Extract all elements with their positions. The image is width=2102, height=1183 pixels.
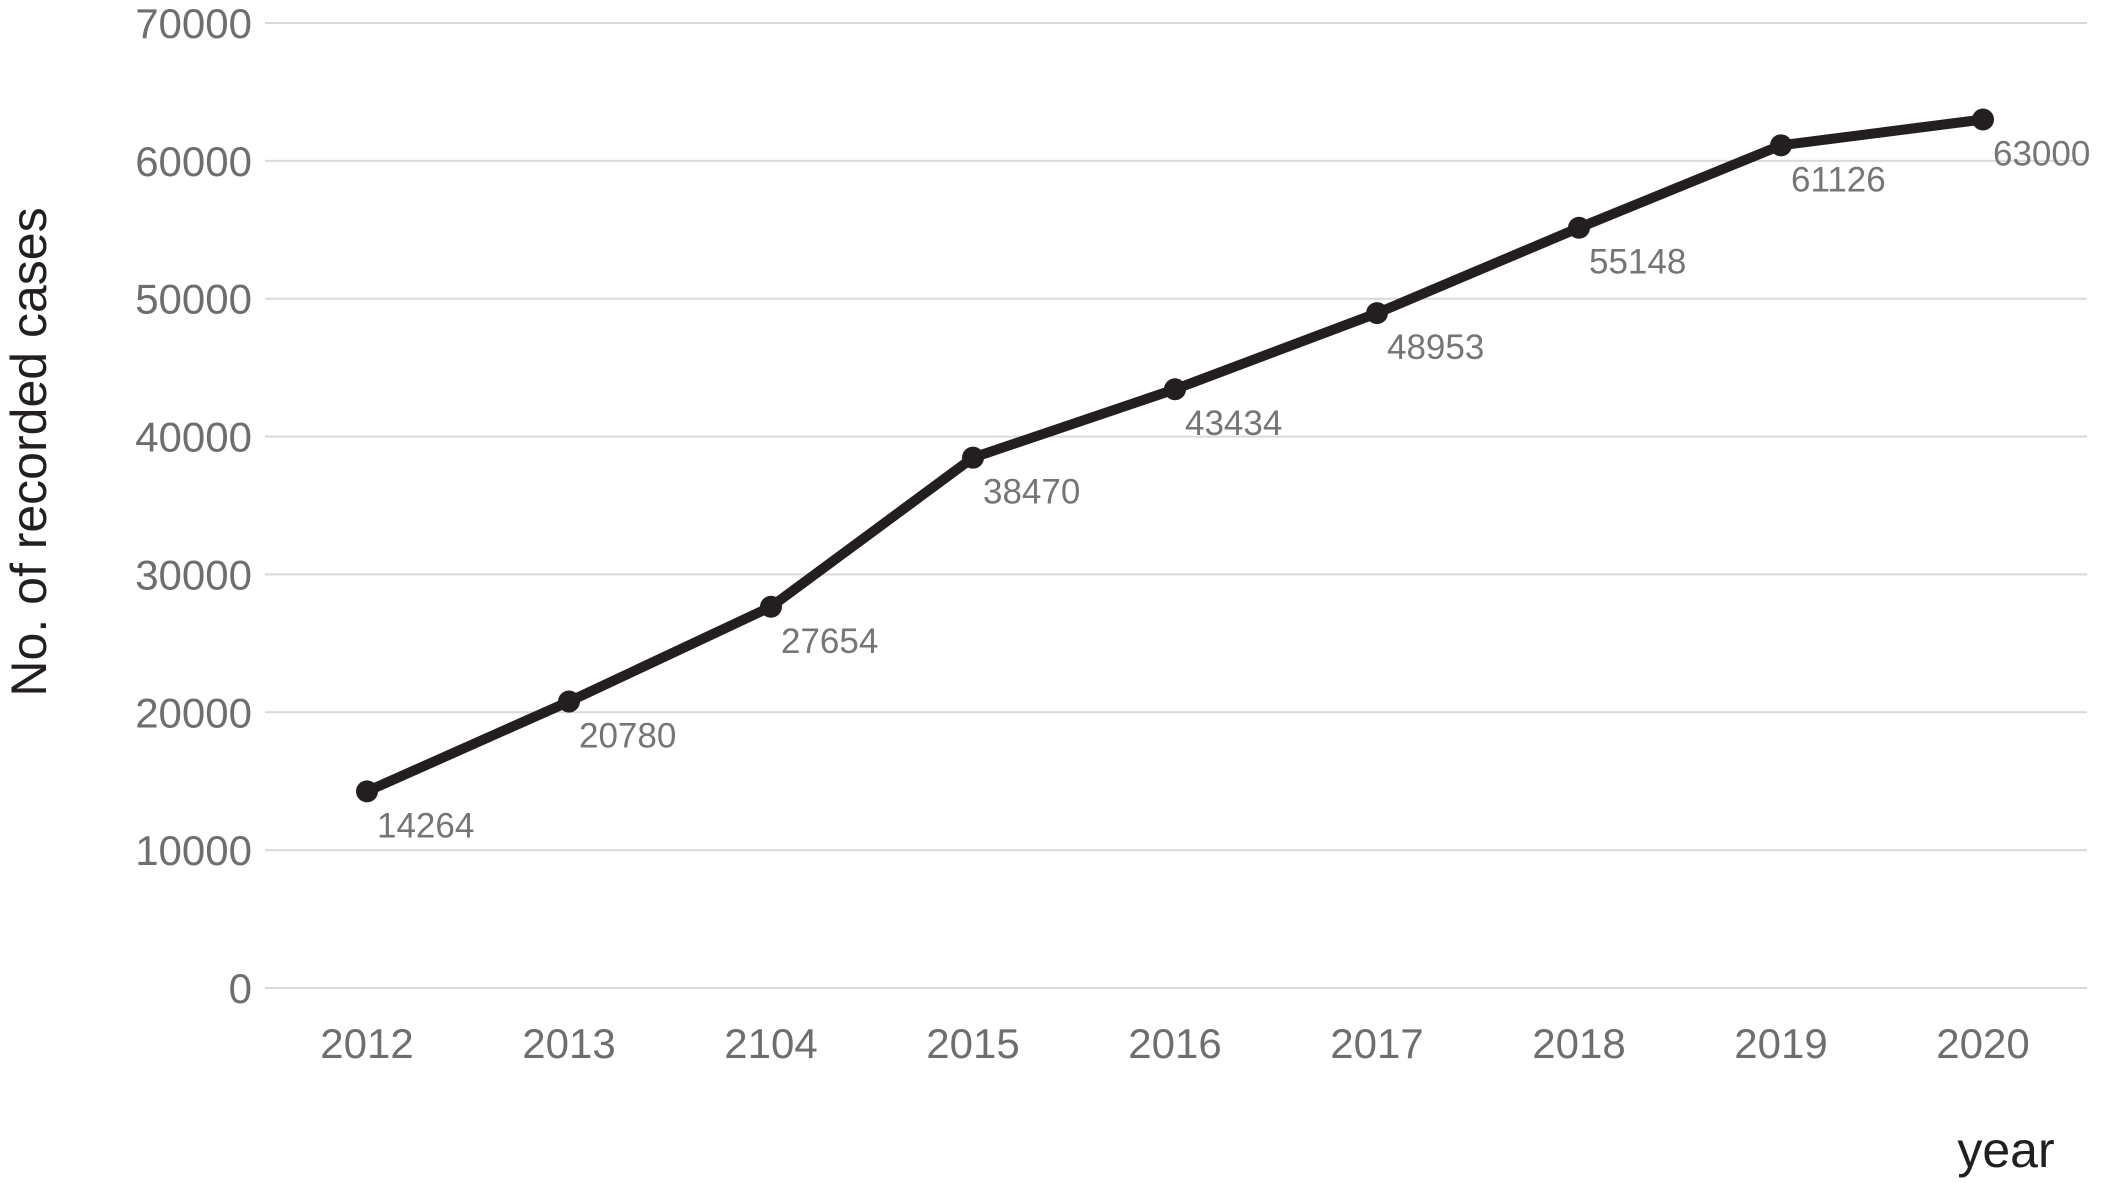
data-point-marker [1366, 302, 1388, 325]
x-tick-label: 2104 [724, 1020, 817, 1067]
data-point-markers [356, 108, 1994, 803]
y-tick-label: 60000 [135, 138, 252, 185]
data-point-labels: 14264 20780 27654 38470 43434 48953 55148 61126… [377, 135, 2090, 846]
data-point-marker [760, 595, 782, 618]
data-point-label: 61126 [1791, 160, 1886, 199]
y-axis-tick-labels: 0 10000 20000 30000 40000 50000 60000 70000 [135, 0, 252, 1012]
x-axis-tick-labels: 2012 2013 2104 2015 2016 2017 2018 2019 2020 [320, 1020, 2029, 1067]
y-tick-label: 30000 [135, 551, 252, 598]
series-line-group [362, 114, 1988, 797]
x-tick-label: 2016 [1128, 1020, 1221, 1067]
data-point-label: 43434 [1185, 404, 1282, 443]
data-point-marker [1568, 216, 1590, 239]
y-tick-label: 20000 [135, 689, 252, 736]
x-tick-label: 2020 [1936, 1020, 2029, 1067]
data-point-marker [1770, 134, 1792, 157]
data-point-label: 14264 [377, 806, 474, 845]
y-axis-title: No. of recorded cases [1, 207, 57, 696]
y-tick-label: 10000 [135, 827, 252, 874]
data-point-label: 38470 [983, 473, 1080, 512]
data-point-marker [962, 446, 984, 469]
y-tick-label: 0 [229, 965, 252, 1012]
x-tick-label: 2018 [1532, 1020, 1625, 1067]
series-line [362, 114, 1988, 797]
y-tick-label: 50000 [135, 276, 252, 323]
data-point-label: 20780 [579, 717, 676, 756]
data-point-label: 48953 [1387, 328, 1484, 367]
data-point-label: 63000 [1993, 135, 2090, 174]
data-point-marker [1972, 108, 1994, 131]
x-axis-title: year [1957, 1122, 2054, 1178]
data-point-marker [1164, 378, 1186, 401]
x-tick-label: 2015 [926, 1020, 1019, 1067]
x-tick-label: 2012 [320, 1020, 413, 1067]
data-point-marker [356, 780, 378, 803]
data-point-label: 55148 [1589, 243, 1686, 282]
data-point-label: 27654 [781, 622, 878, 661]
data-point-marker [558, 690, 580, 713]
y-tick-label: 70000 [135, 0, 252, 47]
x-tick-label: 2017 [1330, 1020, 1423, 1067]
x-tick-label: 2013 [522, 1020, 615, 1067]
x-tick-label: 2019 [1734, 1020, 1827, 1067]
y-tick-label: 40000 [135, 414, 252, 461]
